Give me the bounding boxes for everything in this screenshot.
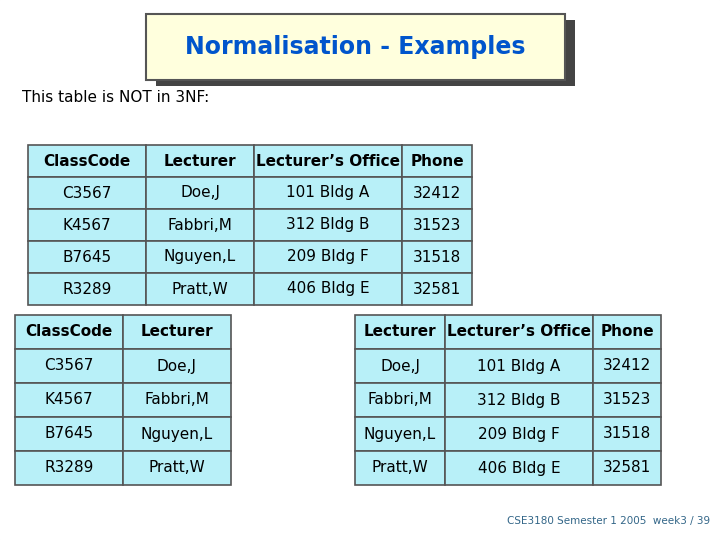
Bar xyxy=(28,209,146,241)
Bar xyxy=(402,273,472,305)
Bar xyxy=(123,383,231,417)
Text: Normalisation - Examples: Normalisation - Examples xyxy=(185,35,526,59)
Text: Doe,J: Doe,J xyxy=(380,359,420,374)
Text: Lecturer: Lecturer xyxy=(364,325,436,340)
Bar xyxy=(355,315,445,349)
Text: 406 Bldg E: 406 Bldg E xyxy=(287,281,369,296)
Bar xyxy=(254,177,402,209)
Text: Lecturer: Lecturer xyxy=(163,153,236,168)
Text: Phone: Phone xyxy=(600,325,654,340)
Bar xyxy=(402,177,472,209)
Bar xyxy=(445,383,593,417)
Bar xyxy=(593,451,661,485)
Bar xyxy=(123,417,231,451)
Bar xyxy=(123,451,231,485)
Text: 312 Bldg B: 312 Bldg B xyxy=(287,218,370,233)
Text: Nguyen,L: Nguyen,L xyxy=(141,427,213,442)
Bar xyxy=(123,315,231,349)
Bar xyxy=(355,417,445,451)
Bar xyxy=(15,315,123,349)
Text: Pratt,W: Pratt,W xyxy=(148,461,205,476)
Bar xyxy=(146,209,254,241)
Text: 312 Bldg B: 312 Bldg B xyxy=(477,393,561,408)
Text: ClassCode: ClassCode xyxy=(25,325,112,340)
Bar xyxy=(123,349,231,383)
Text: K4567: K4567 xyxy=(63,218,112,233)
Bar xyxy=(445,451,593,485)
Text: C3567: C3567 xyxy=(45,359,94,374)
FancyBboxPatch shape xyxy=(156,20,575,86)
Bar xyxy=(15,417,123,451)
Bar xyxy=(28,145,146,177)
Bar xyxy=(355,349,445,383)
Text: Fabbri,M: Fabbri,M xyxy=(368,393,433,408)
Bar xyxy=(593,417,661,451)
Text: Pratt,W: Pratt,W xyxy=(372,461,428,476)
Bar xyxy=(593,349,661,383)
Text: 209 Bldg F: 209 Bldg F xyxy=(287,249,369,265)
Bar xyxy=(146,145,254,177)
Bar xyxy=(28,241,146,273)
Bar xyxy=(254,273,402,305)
Bar xyxy=(254,145,402,177)
Text: 32581: 32581 xyxy=(603,461,651,476)
Bar xyxy=(28,177,146,209)
Text: Nguyen,L: Nguyen,L xyxy=(364,427,436,442)
Text: 406 Bldg E: 406 Bldg E xyxy=(477,461,560,476)
Bar xyxy=(402,241,472,273)
Text: Lecturer: Lecturer xyxy=(140,325,213,340)
Text: 31518: 31518 xyxy=(603,427,651,442)
Bar xyxy=(146,273,254,305)
Bar xyxy=(402,145,472,177)
Bar xyxy=(254,209,402,241)
Text: R3289: R3289 xyxy=(45,461,94,476)
Bar xyxy=(355,451,445,485)
Text: 209 Bldg F: 209 Bldg F xyxy=(478,427,560,442)
Text: 32412: 32412 xyxy=(603,359,651,374)
Bar xyxy=(445,417,593,451)
Bar xyxy=(15,451,123,485)
Text: 32412: 32412 xyxy=(413,186,461,200)
Bar xyxy=(593,383,661,417)
Bar xyxy=(254,241,402,273)
Bar xyxy=(355,383,445,417)
Text: 31523: 31523 xyxy=(603,393,651,408)
Text: Doe,J: Doe,J xyxy=(157,359,197,374)
Text: ClassCode: ClassCode xyxy=(43,153,130,168)
Bar xyxy=(28,273,146,305)
Text: Fabbri,M: Fabbri,M xyxy=(145,393,210,408)
Text: Fabbri,M: Fabbri,M xyxy=(168,218,233,233)
Text: 101 Bldg A: 101 Bldg A xyxy=(287,186,369,200)
Bar xyxy=(15,349,123,383)
FancyBboxPatch shape xyxy=(146,14,565,80)
Bar xyxy=(593,315,661,349)
Text: R3289: R3289 xyxy=(63,281,112,296)
Text: K4567: K4567 xyxy=(45,393,94,408)
Text: Nguyen,L: Nguyen,L xyxy=(164,249,236,265)
Text: CSE3180 Semester 1 2005  week3 / 39: CSE3180 Semester 1 2005 week3 / 39 xyxy=(507,516,710,526)
Bar xyxy=(402,209,472,241)
Bar xyxy=(146,241,254,273)
Bar xyxy=(15,383,123,417)
Text: 31518: 31518 xyxy=(413,249,461,265)
Text: C3567: C3567 xyxy=(63,186,112,200)
Text: 101 Bldg A: 101 Bldg A xyxy=(477,359,561,374)
Bar xyxy=(445,315,593,349)
Text: 31523: 31523 xyxy=(413,218,462,233)
Text: Lecturer’s Office: Lecturer’s Office xyxy=(256,153,400,168)
Bar xyxy=(445,349,593,383)
Text: Phone: Phone xyxy=(410,153,464,168)
Text: Doe,J: Doe,J xyxy=(180,186,220,200)
Text: B7645: B7645 xyxy=(45,427,94,442)
Bar xyxy=(146,177,254,209)
Text: Pratt,W: Pratt,W xyxy=(171,281,228,296)
Text: This table is NOT in 3NF:: This table is NOT in 3NF: xyxy=(22,91,210,105)
Text: 32581: 32581 xyxy=(413,281,461,296)
Text: B7645: B7645 xyxy=(63,249,112,265)
Text: Lecturer’s Office: Lecturer’s Office xyxy=(447,325,591,340)
